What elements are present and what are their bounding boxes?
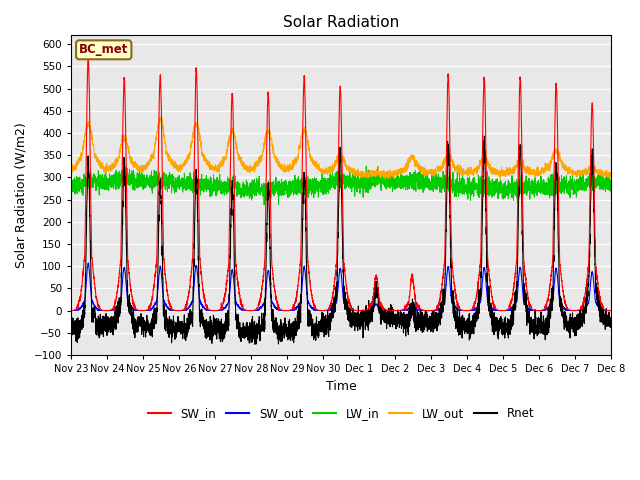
SW_out bbox=[607, 308, 614, 313]
LW_in bbox=[493, 189, 500, 195]
LW_out bbox=[321, 170, 328, 176]
Line: SW_out: SW_out bbox=[71, 263, 611, 311]
LW_in bbox=[321, 178, 328, 183]
SW_out bbox=[67, 308, 75, 313]
SW_in bbox=[432, 306, 440, 312]
LW_in bbox=[607, 180, 614, 186]
LW_in bbox=[607, 188, 614, 194]
LW_in bbox=[362, 163, 370, 169]
LW_out bbox=[432, 168, 440, 174]
Line: LW_in: LW_in bbox=[71, 166, 611, 204]
LW_out bbox=[67, 165, 75, 171]
SW_in bbox=[84, 54, 92, 60]
Title: Solar Radiation: Solar Radiation bbox=[283, 15, 399, 30]
Y-axis label: Solar Radiation (W/m2): Solar Radiation (W/m2) bbox=[15, 122, 28, 268]
Rnet bbox=[481, 133, 488, 139]
SW_in bbox=[462, 308, 470, 313]
SW_out bbox=[84, 260, 92, 266]
LW_out bbox=[607, 169, 614, 175]
X-axis label: Time: Time bbox=[326, 380, 356, 393]
Legend: SW_in, SW_out, LW_in, LW_out, Rnet: SW_in, SW_out, LW_in, LW_out, Rnet bbox=[143, 402, 539, 425]
LW_in bbox=[67, 180, 75, 186]
LW_out bbox=[381, 176, 389, 182]
Rnet bbox=[462, 322, 470, 327]
LW_in bbox=[164, 180, 172, 186]
Line: SW_in: SW_in bbox=[71, 57, 611, 311]
LW_in bbox=[432, 181, 440, 187]
SW_in bbox=[321, 308, 329, 313]
SW_in bbox=[109, 308, 117, 313]
LW_in bbox=[260, 202, 268, 207]
Rnet bbox=[251, 341, 259, 347]
LW_out bbox=[164, 154, 172, 160]
SW_out bbox=[607, 308, 614, 313]
Rnet bbox=[67, 322, 75, 328]
Rnet bbox=[493, 328, 500, 334]
SW_out bbox=[74, 308, 82, 313]
SW_out bbox=[462, 308, 470, 313]
SW_in bbox=[607, 308, 614, 313]
Rnet bbox=[607, 324, 614, 330]
LW_out bbox=[607, 171, 614, 177]
Line: LW_out: LW_out bbox=[71, 118, 611, 179]
Rnet bbox=[321, 319, 328, 325]
Text: BC_met: BC_met bbox=[79, 43, 129, 56]
LW_in bbox=[462, 182, 470, 188]
Rnet bbox=[607, 316, 614, 322]
SW_in bbox=[607, 308, 614, 313]
Rnet bbox=[432, 309, 440, 315]
SW_in bbox=[493, 307, 500, 312]
Line: Rnet: Rnet bbox=[71, 136, 611, 344]
SW_out bbox=[493, 308, 500, 313]
LW_out bbox=[462, 168, 470, 174]
SW_in bbox=[67, 308, 75, 313]
LW_out bbox=[156, 115, 164, 120]
SW_in bbox=[164, 295, 172, 300]
SW_out bbox=[432, 308, 440, 313]
SW_out bbox=[321, 308, 329, 313]
SW_out bbox=[164, 306, 172, 312]
Rnet bbox=[164, 326, 172, 332]
LW_out bbox=[493, 169, 500, 175]
